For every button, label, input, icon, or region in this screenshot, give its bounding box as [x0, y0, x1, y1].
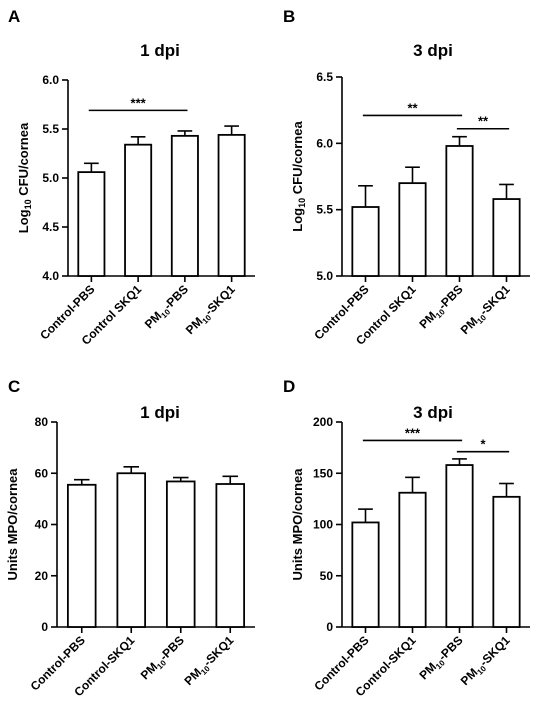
x-tick-label: PM10-SKQ1	[182, 633, 239, 690]
chart-title: 3 dpi	[413, 41, 453, 60]
panel-letter: D	[283, 377, 295, 396]
bar	[351, 521, 380, 628]
x-tick-label: PM10-PBS	[138, 633, 189, 684]
bar	[116, 472, 147, 628]
x-tick-label: PM10-SKQ1	[458, 282, 515, 339]
y-tick-label: 50	[320, 569, 334, 583]
y-axis-label: Log10 CFU/cornea	[16, 122, 33, 233]
bar	[445, 464, 474, 628]
x-tick-label: PM10-SKQ1	[183, 282, 240, 339]
y-tick-label: 20	[35, 569, 49, 583]
significance-label: ***	[405, 425, 421, 440]
bar	[398, 491, 427, 628]
x-tick-label: PM10-SKQ1	[458, 633, 515, 690]
panel-letter: B	[283, 7, 295, 26]
y-tick-label: 40	[35, 518, 49, 532]
bar	[165, 480, 196, 628]
bar	[215, 483, 246, 628]
y-tick-label: 6.5	[316, 70, 333, 84]
significance-label: **	[407, 100, 418, 115]
y-tick-label: 6.0	[42, 73, 59, 87]
y-tick-label: 200	[313, 415, 333, 429]
y-tick-label: 100	[313, 518, 333, 532]
y-tick-label: 5.5	[316, 203, 333, 217]
y-tick-label: 6.0	[316, 136, 333, 150]
chart-title: 1 dpi	[140, 403, 180, 422]
y-tick-label: 4.0	[42, 269, 59, 283]
y-axis-label: Units MPO/cornea	[290, 468, 305, 581]
chart-title: 1 dpi	[140, 41, 180, 60]
bar	[351, 206, 380, 277]
significance-label: **	[478, 114, 489, 129]
significance-label: ***	[131, 95, 147, 110]
y-tick-label: 0	[326, 620, 333, 634]
bar	[66, 483, 97, 628]
significance-label: *	[480, 437, 486, 452]
bar	[398, 182, 427, 277]
y-tick-label: 4.5	[42, 220, 59, 234]
y-axis-label: Units MPO/cornea	[5, 468, 20, 581]
y-tick-label: 0	[41, 620, 48, 634]
y-tick-label: 60	[35, 466, 49, 480]
panel-letter: C	[8, 377, 20, 396]
y-axis-label: Log10 CFU/cornea	[290, 121, 307, 232]
bar	[217, 133, 246, 277]
y-tick-label: 150	[313, 466, 333, 480]
y-tick-label: 5.0	[42, 171, 59, 185]
y-tick-label: 5.0	[316, 269, 333, 283]
bar	[492, 198, 521, 277]
panel-letter: A	[8, 7, 20, 26]
bar	[124, 143, 153, 277]
bar	[492, 495, 521, 628]
y-tick-label: 80	[35, 415, 49, 429]
bar	[170, 134, 199, 277]
bar	[445, 145, 474, 277]
y-tick-label: 5.5	[42, 122, 59, 136]
bar	[77, 171, 106, 277]
chart-title: 3 dpi	[413, 403, 453, 422]
